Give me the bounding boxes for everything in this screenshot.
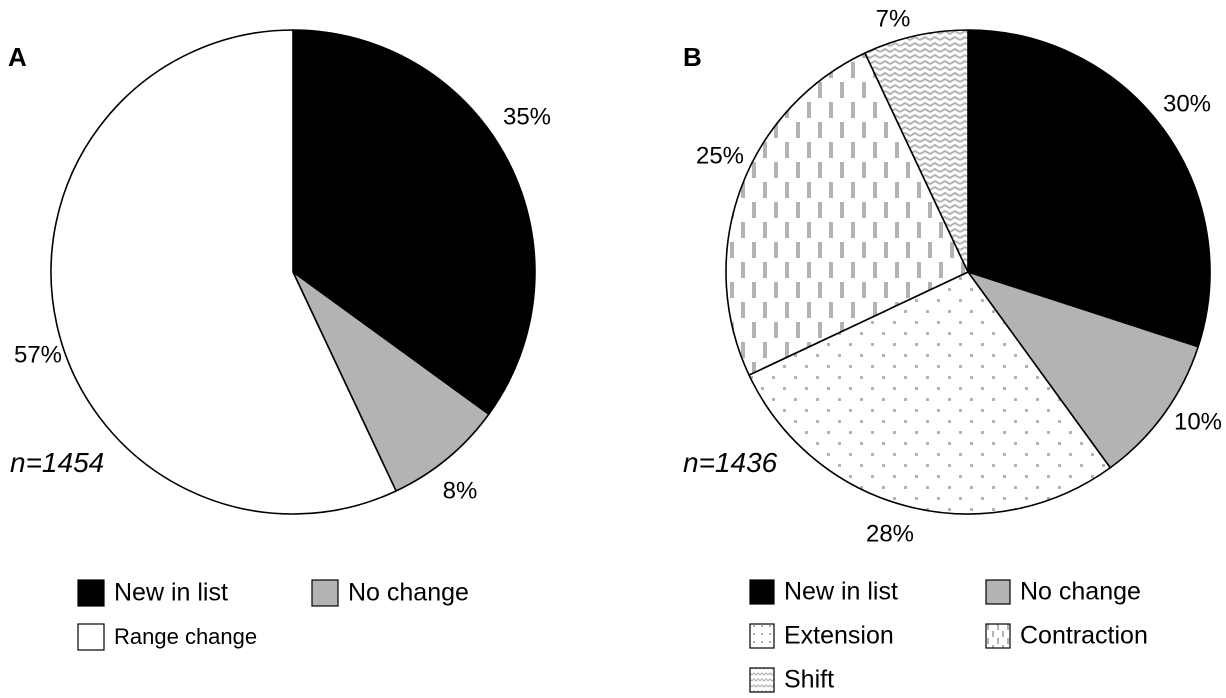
legend-swatch-shift	[749, 667, 775, 693]
legend-label-range-change: Range change	[114, 624, 257, 649]
pie-b	[725, 29, 1211, 515]
legend-item-no-change: No change	[985, 578, 1141, 606]
legend-swatch-extension	[749, 623, 775, 649]
sample-size-b: n=1436	[683, 447, 778, 478]
slice-new-in-list	[967, 29, 1211, 348]
legend-a: New in list No change Range change	[77, 579, 469, 651]
legend-swatch-new-in-list	[77, 579, 105, 607]
slice-contraction	[725, 52, 969, 376]
slice-label-range-change: 57%	[14, 341, 62, 368]
legend-item-extension: Extension	[749, 622, 894, 650]
legend-swatch-contraction	[985, 623, 1011, 649]
panel-label-b: B	[683, 42, 702, 72]
legend-item-range-change: Range change	[77, 623, 257, 651]
legend-label-shift: Shift	[784, 666, 834, 694]
legend-b: New in list No change Extension Contraction…	[749, 578, 1148, 694]
slice-label-contraction: 25%	[696, 142, 744, 169]
slice-label-new-in-list: 30%	[1163, 90, 1211, 117]
panel-label-a: A	[8, 42, 27, 72]
slice-label-no-change: 8%	[443, 477, 478, 504]
slice-new-in-list	[292, 29, 536, 416]
panel-b: B 30% 10% 28% 25% 7% n=1436 New in list No ch…	[683, 5, 1222, 693]
slice-range-change	[50, 29, 397, 515]
legend-swatch-new-in-list	[749, 579, 775, 605]
slice-extension	[748, 271, 1112, 515]
legend-item-new-in-list: New in list	[749, 578, 898, 606]
legend-label-no-change: No change	[1020, 578, 1141, 606]
legend-item-no-change: No change	[311, 579, 469, 607]
legend-item-shift: Shift	[749, 666, 834, 694]
slice-no-change	[967, 271, 1199, 469]
slice-shift	[864, 29, 969, 273]
slice-label-extension: 28%	[866, 520, 914, 547]
pie-a	[50, 29, 536, 515]
slice-no-change	[292, 271, 490, 492]
slice-label-no-change: 10%	[1174, 408, 1222, 435]
legend-label-new-in-list: New in list	[114, 579, 228, 607]
legend-label-new-in-list: New in list	[784, 578, 898, 606]
panel-a: A 35% 8% 57% n=1454 New in list No change Ra…	[8, 29, 551, 651]
slice-label-shift: 7%	[876, 5, 911, 32]
sample-size-a: n=1454	[10, 447, 104, 478]
legend-label-extension: Extension	[784, 622, 894, 650]
slice-labels-b: 30% 10% 28% 25% 7%	[696, 5, 1222, 547]
legend-swatch-no-change	[985, 579, 1011, 605]
legend-label-contraction: Contraction	[1020, 622, 1148, 650]
legend-swatch-range-change	[77, 623, 105, 651]
slice-labels-a: 35% 8% 57%	[14, 103, 551, 504]
legend-item-new-in-list: New in list	[77, 579, 228, 607]
legend-swatch-no-change	[311, 579, 339, 607]
legend-label-no-change: No change	[348, 579, 469, 607]
slice-label-new-in-list: 35%	[503, 103, 551, 130]
legend-item-contraction: Contraction	[985, 622, 1148, 650]
